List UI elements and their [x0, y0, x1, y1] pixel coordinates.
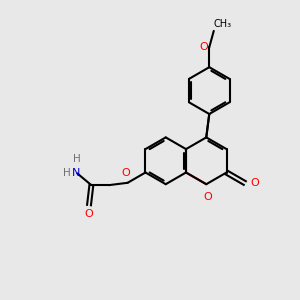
Text: H: H: [74, 154, 81, 164]
Text: O: O: [199, 42, 208, 52]
Text: O: O: [203, 192, 212, 202]
Text: CH₃: CH₃: [214, 20, 232, 29]
Text: O: O: [85, 208, 93, 219]
Text: N: N: [72, 168, 80, 178]
Text: O: O: [122, 168, 130, 178]
Text: H: H: [63, 168, 71, 178]
Text: O: O: [250, 178, 259, 188]
